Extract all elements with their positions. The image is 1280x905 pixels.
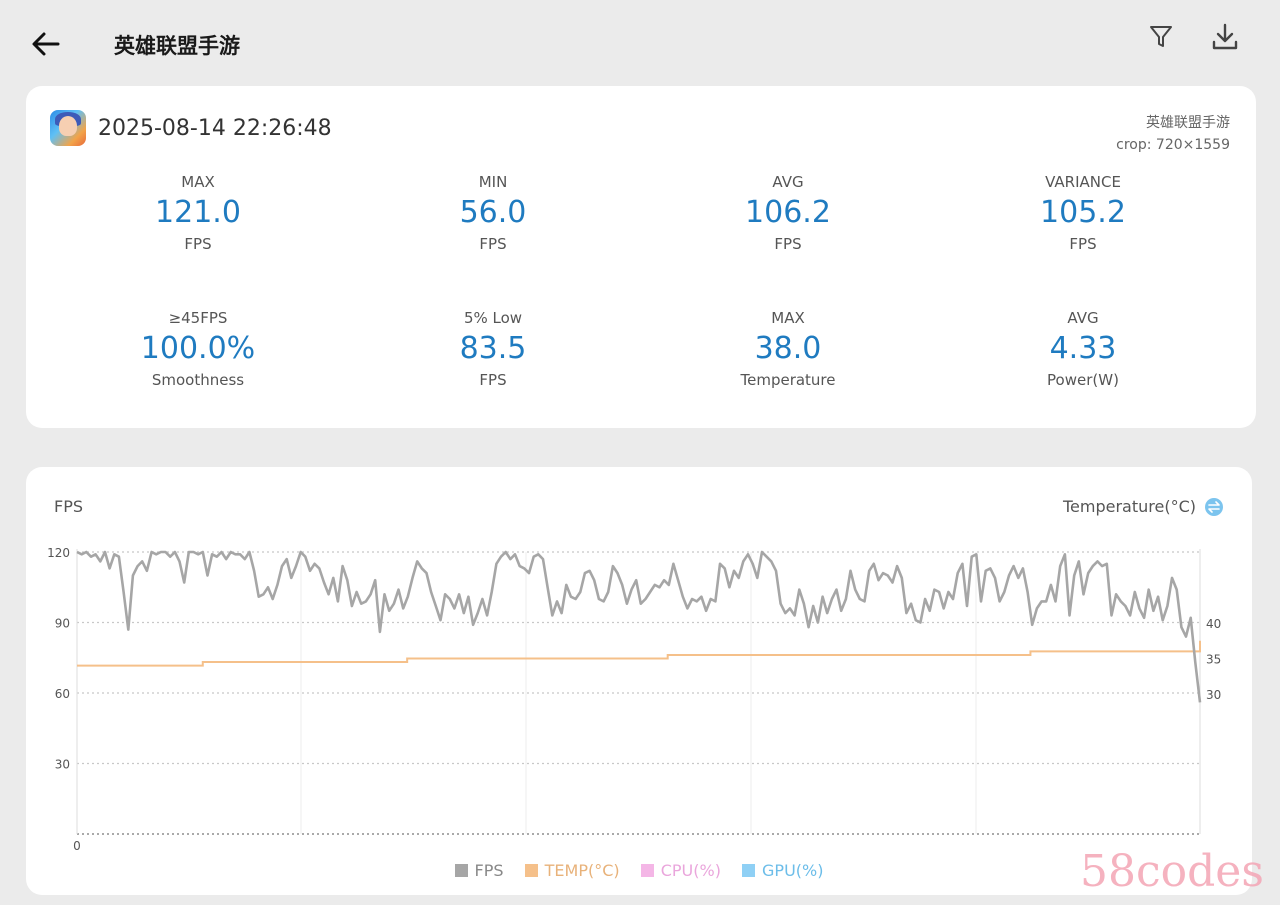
legend-item-gpu[interactable]: GPU(%)	[742, 861, 823, 880]
legend-item-cpu[interactable]: CPU(%)	[640, 861, 721, 880]
app-icon	[50, 110, 86, 146]
stat-avg-power: AVG 4.33 Power(W)	[963, 308, 1203, 390]
stat-value: 100.0%	[140, 331, 256, 366]
stat-value: 56.0	[459, 195, 527, 230]
legend-label: TEMP(°C)	[544, 861, 620, 880]
stat-value: 105.2	[1040, 195, 1126, 230]
summary-card: 2025-08-14 22:26:48 英雄联盟手游 crop: 720×155…	[26, 86, 1256, 428]
legend-swatch	[640, 864, 654, 877]
stat-max-temperature: MAX 38.0 Temperature	[668, 308, 908, 390]
right-tick-label: 30	[1206, 688, 1221, 702]
top-bar: 英雄联盟手游	[0, 0, 1280, 86]
stat-max-fps: MAX 121.0 FPS	[78, 172, 318, 254]
stat-value: 106.2	[745, 195, 831, 230]
stat-unit: FPS	[184, 235, 212, 253]
temperature-series-line	[77, 640, 1201, 667]
legend-label: FPS	[474, 861, 504, 880]
legend-label: CPU(%)	[660, 861, 721, 880]
stat-label: MAX	[771, 309, 805, 327]
stat-unit: FPS	[479, 235, 507, 253]
legend-swatch	[524, 864, 538, 877]
stat-label: AVG	[1067, 309, 1099, 327]
stat-label: ≥45FPS	[168, 309, 228, 327]
stat-5pct-low: 5% Low 83.5 FPS	[373, 308, 613, 390]
stat-label: AVG	[772, 173, 804, 191]
stat-value: 38.0	[754, 331, 822, 366]
right-tick-label: 40	[1206, 617, 1221, 631]
stat-label: 5% Low	[463, 309, 523, 327]
stat-value: 4.33	[1049, 331, 1117, 366]
stat-unit: Smoothness	[151, 371, 245, 389]
stat-min-fps: MIN 56.0 FPS	[373, 172, 613, 254]
watermark: 58codes	[1080, 846, 1264, 897]
session-datetime: 2025-08-14 22:26:48	[98, 116, 332, 141]
stat-unit: FPS	[1069, 235, 1097, 253]
x-zero-label: 0	[73, 839, 81, 853]
stat-unit: Power(W)	[1047, 371, 1119, 389]
right-tick-label: 35	[1206, 653, 1221, 667]
stat-label: MIN	[478, 173, 508, 191]
app-name: 英雄联盟手游	[1146, 115, 1230, 131]
page-title: 英雄联盟手游	[114, 34, 240, 58]
stat-avg-fps: AVG 106.2 FPS	[668, 172, 908, 254]
session-meta: 英雄联盟手游 crop: 720×1559	[1116, 112, 1230, 156]
fps-temperature-chart: 120 90 60 30 0 40 35 30	[47, 546, 1221, 853]
stat-unit: Temperature	[740, 371, 836, 389]
left-tick-label: 30	[55, 758, 70, 772]
stat-value: 121.0	[155, 195, 241, 230]
filter-icon[interactable]	[1146, 22, 1176, 52]
crop-resolution: crop: 720×1559	[1116, 137, 1230, 153]
stat-unit: FPS	[774, 235, 802, 253]
left-tick-label: 60	[55, 687, 70, 701]
chart-card: FPS Temperature(°C) 120 90 60 30 0 40 35 30 FPS…	[26, 467, 1252, 895]
stat-smoothness: ≥45FPS 100.0% Smoothness	[78, 308, 318, 390]
chart-legend: FPS TEMP(°C) CPU(%) GPU(%)	[26, 861, 1252, 880]
legend-item-fps[interactable]: FPS	[454, 861, 504, 880]
swap-icon[interactable]	[1204, 497, 1224, 517]
legend-label: GPU(%)	[762, 861, 824, 880]
legend-item-temp[interactable]: TEMP(°C)	[524, 861, 620, 880]
legend-swatch	[454, 864, 468, 877]
stat-label: VARIANCE	[1045, 173, 1121, 191]
left-tick-label: 90	[55, 617, 70, 631]
fps-series-line	[76, 550, 1202, 703]
stat-label: MAX	[181, 173, 215, 191]
left-tick-label: 120	[47, 546, 70, 560]
stat-unit: FPS	[479, 371, 507, 389]
download-icon[interactable]	[1208, 20, 1242, 54]
right-axis-name: Temperature(°C)	[1062, 497, 1196, 516]
stat-variance-fps: VARIANCE 105.2 FPS	[963, 172, 1203, 254]
stat-value: 83.5	[459, 331, 527, 366]
legend-swatch	[742, 864, 756, 877]
left-axis-name: FPS	[54, 497, 84, 516]
back-arrow-icon[interactable]	[28, 26, 64, 62]
